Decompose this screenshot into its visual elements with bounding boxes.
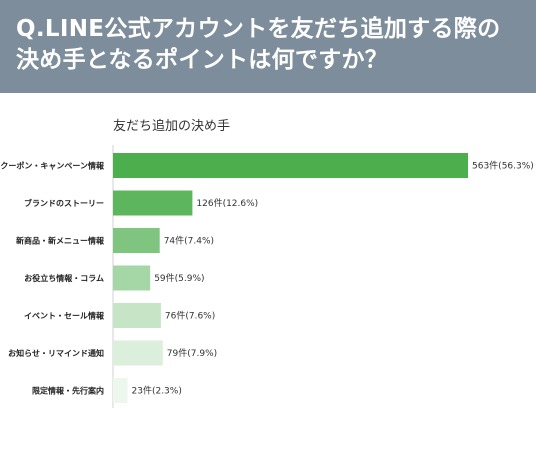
data-label: 563件(56.3%) [472,160,534,172]
data-label: 59件(5.9%) [154,272,204,284]
question-title: Q.LINE公式アカウントを友だち追加する際の 決め手となるポイントは何ですか？ [16,14,536,76]
question-line-2: 決め手となるポイントは何ですか？ [16,47,389,73]
data-label: 74件(7.4%) [164,235,214,247]
bar [113,228,160,253]
bar [113,153,468,178]
data-label: 23件(2.3%) [132,385,182,397]
data-label: 79件(7.9%) [167,347,217,359]
bars-layer: クーポン・キャンペーン情報 563件(56.3%) ブランドのストーリー 126件(1… [0,153,534,403]
data-label: 76件(7.6%) [165,310,215,322]
bar [113,190,193,216]
chart-title: 友だち追加の決め手 [113,118,230,134]
category-label: ブランドのストーリー [24,198,104,208]
category-label: お役立ち情報・コラム [24,273,104,283]
category-label: お知らせ・リマインド通知 [8,348,104,358]
bar [113,378,128,403]
category-label: イベント・セール情報 [24,311,105,321]
category-label: 新商品・新メニュー情報 [16,236,105,246]
data-label: 126件(12.6%) [196,197,258,209]
bar-chart: 友だち追加の決め手 クーポン・キャンペーン情報 563件(56.3%) ブランドのス… [0,118,534,408]
chart-area: 友だち追加の決め手 クーポン・キャンペーン情報 563件(56.3%) ブランドのス… [0,93,536,450]
bar [113,265,151,291]
category-label: クーポン・キャンペーン情報 [0,161,105,171]
bar [113,340,163,366]
question-line-1: Q.LINE公式アカウントを友だち追加する際の [16,16,501,42]
question-header: Q.LINE公式アカウントを友だち追加する際の 決め手となるポイントは何ですか？ [0,0,536,93]
category-label: 限定情報・先行案内 [32,386,104,396]
bar [113,303,161,328]
